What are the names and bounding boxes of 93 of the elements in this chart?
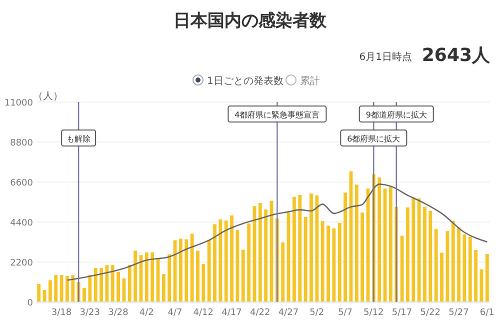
bar xyxy=(247,223,251,302)
bar xyxy=(378,177,382,302)
bar xyxy=(326,226,330,302)
x-tick-label: 4/22 xyxy=(250,308,270,318)
bar xyxy=(116,272,120,302)
bar xyxy=(179,238,182,302)
bar xyxy=(230,215,234,302)
bar xyxy=(202,264,206,302)
bar xyxy=(281,242,285,302)
text: 1日ごとの発表数 xyxy=(207,75,284,87)
x-tick-label: 5/22 xyxy=(420,308,441,318)
bar xyxy=(218,219,222,302)
bar xyxy=(423,206,426,302)
bar xyxy=(354,184,358,302)
bar xyxy=(82,288,86,302)
bar xyxy=(428,210,432,302)
x-tick-label: 5/7 xyxy=(338,308,353,318)
bar xyxy=(162,274,166,302)
bar xyxy=(485,254,489,302)
bar xyxy=(304,216,308,302)
bar xyxy=(315,195,319,302)
bar xyxy=(446,231,450,302)
ref-line-label: も解除 xyxy=(66,134,91,144)
bar xyxy=(105,265,109,302)
chart-title: 日本国内の感染者数 xyxy=(174,11,328,31)
ref-line-label: 4都府県に緊急事態宣言 xyxy=(234,110,320,120)
x-tick-label: 3/28 xyxy=(108,308,129,318)
bar xyxy=(474,250,478,302)
x-tick-label: 5/2 xyxy=(310,308,324,318)
bar xyxy=(71,275,75,302)
bar xyxy=(134,250,138,302)
y-tick-label: 4400 xyxy=(10,218,34,228)
text: 累計 xyxy=(300,75,320,87)
bar xyxy=(150,252,154,302)
bar xyxy=(196,250,200,302)
bar xyxy=(110,265,114,302)
x-tick-label: 5/17 xyxy=(392,308,412,318)
x-tick-label: 4/17 xyxy=(222,308,242,318)
bar xyxy=(213,224,216,302)
bar xyxy=(344,192,347,302)
bar xyxy=(241,250,245,302)
bar xyxy=(457,227,460,302)
text: 6月1日時点 xyxy=(359,51,412,63)
x-tick-label: 4/2 xyxy=(139,308,154,318)
ref-line-label: 6都府県に拡大 xyxy=(347,134,400,144)
bar xyxy=(440,252,444,302)
y-tick-label: 2200 xyxy=(10,258,34,268)
x-tick-label: 5/12 xyxy=(364,308,384,318)
bar xyxy=(100,268,103,302)
bar xyxy=(88,275,92,302)
y-axis-title: （人） xyxy=(33,91,63,102)
bar xyxy=(360,212,364,302)
x-tick-label: 4/12 xyxy=(193,308,214,318)
bar xyxy=(298,194,302,302)
bar xyxy=(184,239,188,302)
y-tick-label: 0 xyxy=(27,298,34,308)
bar xyxy=(417,198,421,302)
bar xyxy=(54,275,58,302)
bar xyxy=(168,254,172,302)
bar xyxy=(258,202,262,302)
text: 2643人 xyxy=(422,45,491,66)
bar xyxy=(37,284,41,302)
bar xyxy=(451,220,455,302)
bar xyxy=(190,234,194,302)
bar xyxy=(332,228,336,302)
bar xyxy=(264,209,268,302)
bar xyxy=(434,229,438,302)
x-tick-label: 6/1 xyxy=(480,308,494,318)
y-tick-label: 8800 xyxy=(10,138,34,148)
bar xyxy=(48,280,52,302)
bar xyxy=(320,221,324,302)
bar xyxy=(310,193,313,302)
bar xyxy=(144,252,148,302)
bar xyxy=(224,220,228,302)
ref-line-label: 9都道府県に拡大 xyxy=(366,110,427,120)
x-tick-label: 5/27 xyxy=(448,308,469,318)
bar xyxy=(388,186,392,302)
line-series xyxy=(66,184,488,281)
bar xyxy=(207,240,211,302)
y-tick-label: 11000 xyxy=(4,98,34,108)
x-tick-label: 4/7 xyxy=(168,308,182,318)
bar xyxy=(94,268,98,302)
bar xyxy=(468,236,472,302)
x-tick-label: 3/23 xyxy=(80,308,100,318)
x-tick-label: 4/27 xyxy=(278,308,299,318)
bar xyxy=(66,276,69,302)
bar xyxy=(406,207,410,302)
bar xyxy=(412,197,416,302)
x-tick-label: 3/18 xyxy=(51,308,72,318)
bar xyxy=(292,196,296,302)
bar xyxy=(338,222,342,302)
bar xyxy=(128,265,132,302)
y-tick-label: 6600 xyxy=(10,178,34,188)
